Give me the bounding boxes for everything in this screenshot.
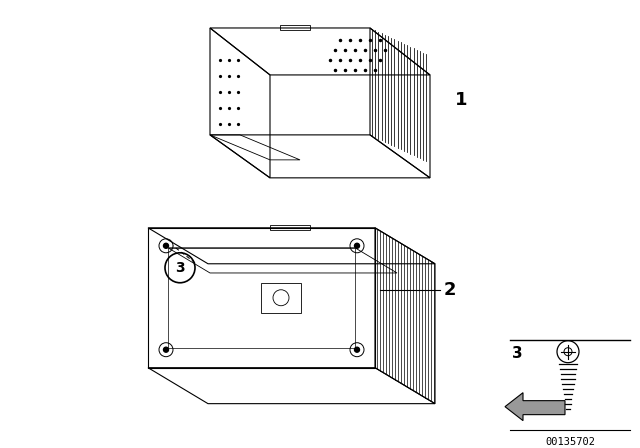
Circle shape — [355, 347, 360, 352]
Text: 1: 1 — [455, 91, 467, 109]
Circle shape — [163, 347, 168, 352]
Text: 3: 3 — [175, 261, 185, 275]
Text: 2: 2 — [444, 281, 456, 299]
Circle shape — [163, 243, 168, 248]
Text: 00135702: 00135702 — [545, 437, 595, 447]
Circle shape — [355, 243, 360, 248]
Polygon shape — [505, 392, 565, 421]
Text: 3: 3 — [512, 346, 523, 361]
